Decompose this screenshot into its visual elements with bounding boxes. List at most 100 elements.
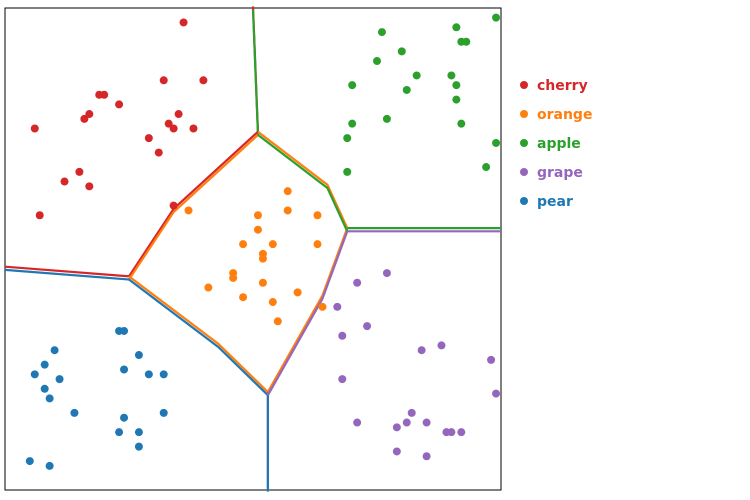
boundary-orange-pear-orange-edge: [128, 275, 269, 393]
plot-frame: [4, 7, 502, 491]
orange-point: [268, 240, 277, 249]
apple-point: [452, 81, 461, 90]
boundary-orange-apple-orange-edge: [257, 130, 349, 229]
grape-point: [407, 408, 416, 417]
legend-marker-grape: [520, 168, 528, 176]
pear-point: [134, 442, 143, 451]
cherry-point: [154, 148, 163, 157]
orange-point: [293, 288, 302, 297]
cherry-point: [189, 124, 198, 133]
orange-point: [253, 211, 262, 220]
pear-point: [55, 375, 64, 384]
boundary-orange-pear-pear-edge: [128, 278, 269, 396]
orange-point: [283, 206, 292, 215]
cherry-point: [30, 124, 39, 133]
orange-point: [313, 240, 322, 249]
grape-point: [487, 355, 496, 364]
legend-label-apple: apple: [537, 136, 581, 152]
apple-point: [457, 119, 466, 128]
boundary-orange-grape-grape-edge: [266, 230, 349, 396]
grape-point: [422, 452, 431, 461]
apple-point: [397, 47, 406, 56]
cherry-point: [60, 177, 69, 186]
apple-point: [343, 134, 352, 143]
apple-point: [462, 37, 471, 46]
orange-point: [283, 187, 292, 196]
data-points: [25, 13, 501, 470]
boundary-cherry-orange-orange-edge: [128, 134, 259, 281]
pear-point: [134, 428, 143, 437]
pear-point: [50, 346, 59, 355]
cherry-point: [75, 167, 84, 176]
orange-point: [268, 298, 277, 307]
orange-point: [184, 206, 193, 215]
orange-point: [273, 317, 282, 326]
cherry-point: [164, 119, 173, 128]
grape-point: [333, 302, 342, 311]
grape-point: [437, 341, 446, 350]
grape-point: [353, 278, 362, 287]
pear-point: [45, 394, 54, 403]
grape-point: [353, 418, 362, 427]
grape-point: [338, 331, 347, 340]
orange-point: [258, 254, 267, 263]
grape-point: [392, 447, 401, 456]
pear-point: [134, 351, 143, 360]
cherry-point: [115, 100, 124, 109]
orange-point: [239, 293, 248, 302]
grape-point: [338, 375, 347, 384]
cherry-point: [169, 124, 178, 133]
pear-point: [70, 408, 79, 417]
pear-point: [25, 457, 34, 466]
legend-label-pear: pear: [537, 194, 573, 210]
cherry-point: [179, 18, 188, 27]
cherry-point: [169, 201, 178, 210]
pear-point: [40, 360, 49, 369]
legend: cherry orange apple grape pear: [520, 78, 592, 210]
grape-point: [382, 269, 391, 278]
legend-label-grape: grape: [537, 165, 583, 181]
cherry-point: [85, 182, 94, 191]
cherry-point: [100, 90, 109, 99]
apple-point: [382, 114, 391, 123]
grape-point: [492, 389, 501, 398]
grape-point: [392, 423, 401, 432]
pear-point: [45, 461, 54, 470]
decision-boundaries: [4, 6, 501, 492]
boundary-cherry-apple-apple-edge: [251, 9, 260, 135]
orange-point: [253, 225, 262, 234]
grape-point: [417, 346, 426, 355]
cherry-point: [174, 110, 183, 119]
cherry-point: [144, 134, 153, 143]
orange-point: [313, 211, 322, 220]
legend-marker-cherry: [520, 81, 528, 89]
apple-point: [343, 167, 352, 176]
grape-point: [447, 428, 456, 437]
legend-label-cherry: cherry: [537, 78, 588, 94]
orange-point: [318, 302, 327, 311]
cherry-point: [85, 110, 94, 119]
orange-point: [258, 278, 267, 287]
cherry-point: [159, 76, 168, 85]
legend-marker-orange: [520, 110, 528, 118]
pear-point: [120, 326, 129, 335]
pear-point: [120, 413, 129, 422]
apple-point: [447, 71, 456, 80]
grape-point: [457, 428, 466, 437]
pear-point: [120, 365, 129, 374]
orange-point: [239, 240, 248, 249]
pear-point: [30, 370, 39, 379]
cherry-point: [80, 114, 89, 123]
boundary-cherry-pear-pear-edge: [4, 268, 130, 281]
apple-point: [373, 57, 381, 66]
apple-point: [452, 23, 461, 32]
legend-marker-pear: [520, 197, 528, 205]
apple-point: [492, 13, 501, 22]
pear-point: [40, 384, 49, 393]
boundary-orange-grape-orange-edge: [266, 227, 349, 393]
grape-point: [363, 322, 372, 331]
apple-point: [402, 85, 411, 94]
grape-point: [402, 418, 411, 427]
pear-point: [159, 408, 168, 417]
